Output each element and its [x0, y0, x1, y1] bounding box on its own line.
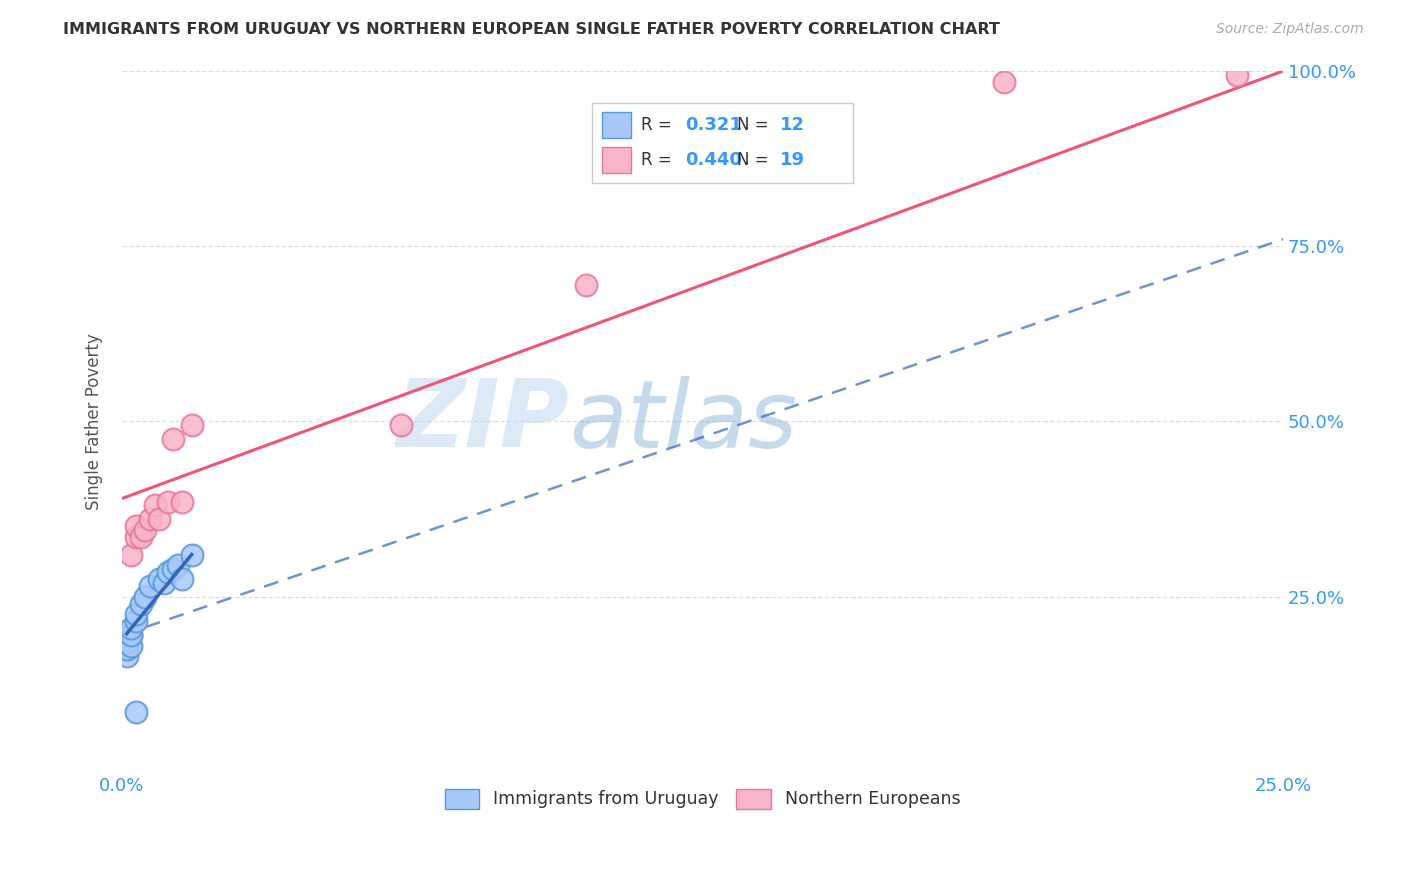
- Point: [115, 628, 138, 642]
- Point: [180, 548, 202, 562]
- Point: [148, 572, 170, 586]
- Point: [125, 614, 148, 628]
- Text: IMMIGRANTS FROM URUGUAY VS NORTHERN EUROPEAN SINGLE FATHER POVERTY CORRELATION C: IMMIGRANTS FROM URUGUAY VS NORTHERN EURO…: [63, 22, 1000, 37]
- Text: 19: 19: [780, 151, 806, 169]
- Point: [993, 74, 1015, 88]
- Point: [180, 417, 202, 432]
- FancyBboxPatch shape: [592, 103, 853, 183]
- Point: [134, 590, 156, 604]
- Point: [125, 530, 148, 544]
- Point: [115, 635, 138, 649]
- Text: N =: N =: [737, 116, 775, 134]
- Point: [162, 561, 184, 575]
- Text: Source: ZipAtlas.com: Source: ZipAtlas.com: [1216, 22, 1364, 37]
- Text: N =: N =: [737, 151, 775, 169]
- Y-axis label: Single Father Poverty: Single Father Poverty: [86, 333, 103, 509]
- Point: [172, 495, 194, 509]
- Text: 0.321: 0.321: [685, 116, 742, 134]
- Point: [389, 417, 412, 432]
- Point: [148, 512, 170, 526]
- Point: [125, 705, 148, 719]
- Text: atlas: atlas: [569, 376, 797, 467]
- Point: [143, 499, 166, 513]
- Point: [129, 597, 152, 611]
- Point: [1225, 68, 1247, 82]
- Point: [157, 565, 180, 579]
- FancyBboxPatch shape: [602, 146, 630, 173]
- Point: [129, 530, 152, 544]
- Point: [115, 649, 138, 664]
- Text: 12: 12: [780, 116, 806, 134]
- Point: [120, 548, 142, 562]
- Point: [166, 558, 188, 572]
- Point: [157, 495, 180, 509]
- Point: [153, 575, 176, 590]
- Point: [134, 523, 156, 537]
- Text: R =: R =: [641, 151, 678, 169]
- Point: [125, 519, 148, 533]
- Point: [115, 642, 138, 657]
- Point: [575, 277, 598, 292]
- FancyBboxPatch shape: [602, 112, 630, 138]
- Point: [120, 628, 142, 642]
- Point: [125, 607, 148, 621]
- Point: [120, 621, 142, 635]
- Point: [172, 572, 194, 586]
- Text: 0.440: 0.440: [685, 151, 742, 169]
- Point: [115, 642, 138, 657]
- Legend: Immigrants from Uruguay, Northern Europeans: Immigrants from Uruguay, Northern Europe…: [437, 781, 967, 815]
- Point: [120, 628, 142, 642]
- Point: [162, 432, 184, 446]
- Point: [139, 512, 162, 526]
- Point: [139, 579, 162, 593]
- Text: ZIP: ZIP: [396, 376, 569, 467]
- Point: [120, 639, 142, 653]
- Text: R =: R =: [641, 116, 678, 134]
